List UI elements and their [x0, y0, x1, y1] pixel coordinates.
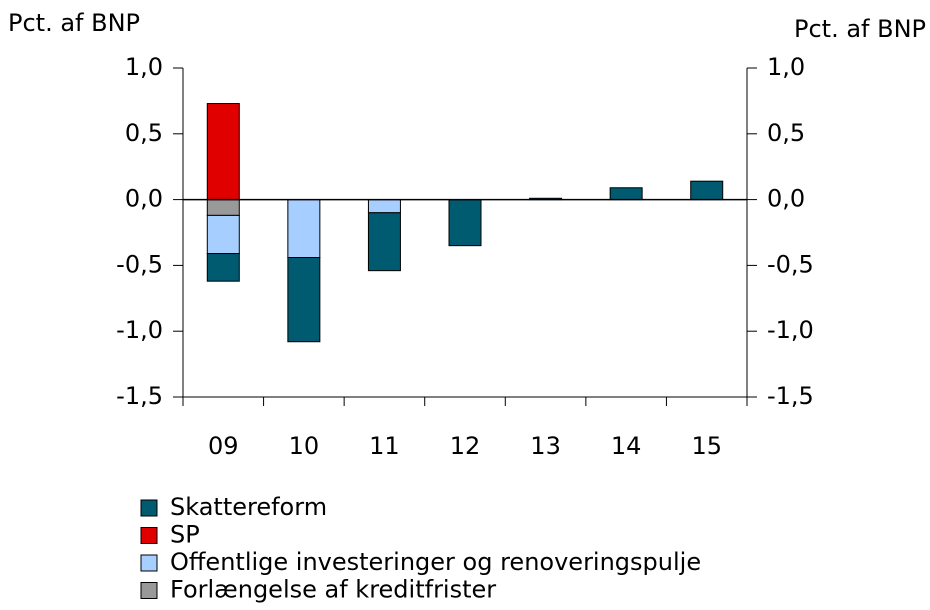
legend-swatch	[140, 582, 158, 599]
bar-segment	[206, 253, 240, 282]
bar-segment	[206, 214, 240, 255]
x-tick-label: 15	[691, 432, 722, 460]
y-tick-label: 0,0	[125, 185, 163, 213]
x-tick-label: 10	[289, 432, 320, 460]
legend-swatch	[140, 499, 158, 517]
bar-segment	[367, 199, 401, 214]
x-tick-label: 12	[450, 432, 481, 460]
bar-segment	[287, 257, 321, 343]
y2-tick-label: 0,0	[767, 185, 805, 213]
legend-swatch	[140, 554, 158, 572]
y-tick-label: -1,0	[116, 316, 163, 344]
bar-segment	[367, 212, 401, 272]
y2-tick-label: -0,5	[767, 250, 814, 278]
x-tick-label: 09	[208, 432, 239, 460]
y-tick-label: 1,0	[125, 53, 163, 81]
y2-axis-label: Pct. af BNP	[794, 15, 926, 43]
y2-tick-label: 1,0	[767, 53, 805, 81]
bar-segment	[609, 187, 643, 201]
bar-segment	[206, 199, 240, 216]
y-axis-label: Pct. af BNP	[8, 9, 140, 37]
bar-segment	[448, 199, 482, 247]
y2-tick-label: 0,5	[767, 119, 805, 147]
legend-label: Forlængelse af kreditfrister	[170, 576, 496, 604]
legend-label: Offentlige investeringer og renoveringsp…	[170, 548, 701, 576]
y-tick-label: 0,5	[125, 119, 163, 147]
bar-segment	[690, 180, 724, 201]
y-tick-label: -1,5	[116, 382, 163, 410]
bar-segment	[206, 103, 240, 201]
y2-tick-label: -1,0	[767, 316, 814, 344]
bar-segment	[287, 199, 321, 259]
legend-swatch	[140, 527, 158, 544]
y2-tick-label: -1,5	[767, 382, 814, 410]
y-tick-label: -0,5	[116, 250, 163, 278]
x-tick-label: 13	[530, 432, 561, 460]
x-tick-label: 11	[369, 432, 400, 460]
legend-label: SP	[170, 521, 200, 549]
legend-label: Skattereform	[170, 493, 327, 521]
x-tick-label: 14	[611, 432, 642, 460]
